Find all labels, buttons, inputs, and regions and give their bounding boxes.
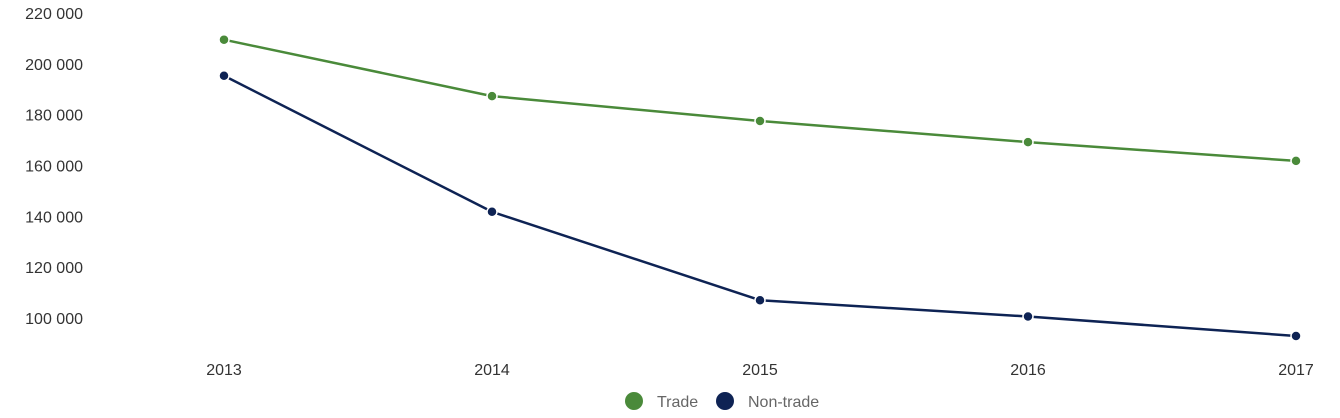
legend: Trade Non-trade [625, 392, 819, 411]
data-point-trade[interactable] [1290, 155, 1302, 167]
y-tick-label: 160 000 [25, 159, 83, 176]
y-tick-label: 180 000 [25, 108, 83, 125]
y-tick-label: 200 000 [25, 57, 83, 74]
y-axis: 100 000 120 000 140 000 160 000 180 000 200 0… [25, 6, 83, 328]
series-line-trade [222, 38, 1298, 163]
data-point-non-trade[interactable] [486, 206, 498, 218]
y-tick-label: 100 000 [25, 311, 83, 328]
y-tick-label: 120 000 [25, 260, 83, 277]
x-tick-label: 2013 [206, 362, 242, 379]
data-point-non-trade[interactable] [1022, 310, 1034, 323]
y-tick-label: 140 000 [25, 209, 83, 226]
data-point-non-trade[interactable] [754, 294, 766, 306]
x-tick-label: 2017 [1278, 362, 1314, 379]
data-point-trade[interactable] [218, 33, 230, 46]
series-layer [218, 33, 1302, 342]
data-point-trade[interactable] [1022, 136, 1034, 148]
x-axis: 2013 2014 2015 2016 2017 [206, 362, 1314, 379]
data-point-non-trade[interactable] [1290, 330, 1302, 342]
y-tick-label: 220 000 [25, 6, 83, 23]
data-point-trade[interactable] [754, 115, 766, 127]
data-point-trade[interactable] [486, 90, 498, 102]
x-tick-label: 2014 [474, 362, 510, 379]
x-tick-label: 2015 [742, 362, 778, 379]
legend-label-non-trade[interactable]: Non-trade [748, 394, 819, 411]
legend-marker-non-trade[interactable] [716, 392, 734, 410]
legend-marker-trade[interactable] [625, 392, 643, 410]
data-point-non-trade[interactable] [218, 70, 230, 82]
legend-label-trade[interactable]: Trade [657, 394, 698, 411]
x-tick-label: 2016 [1010, 362, 1046, 379]
